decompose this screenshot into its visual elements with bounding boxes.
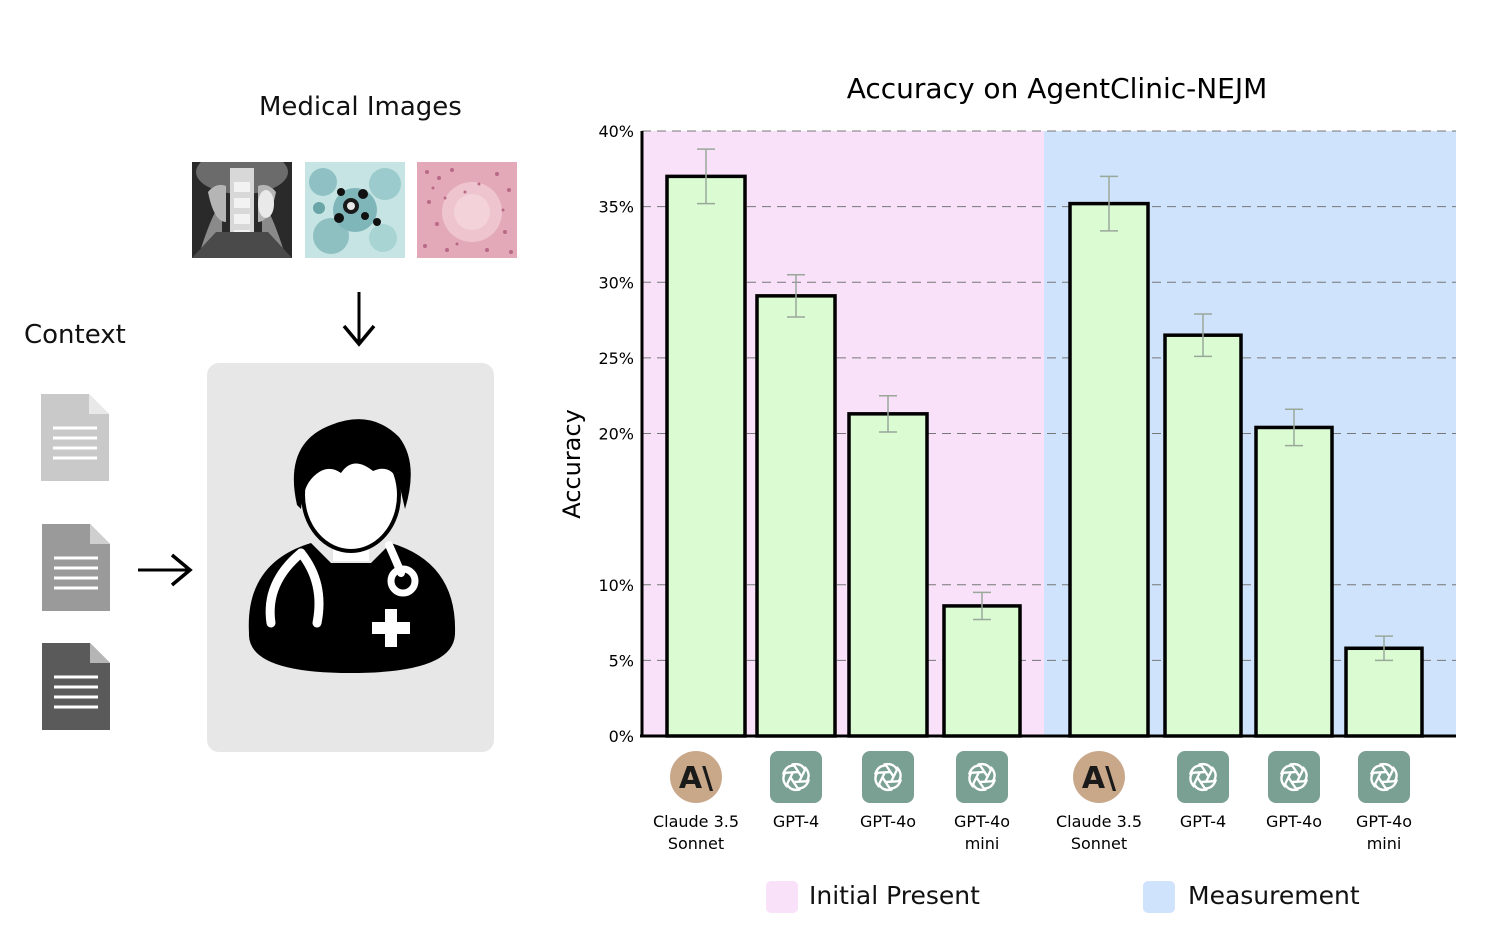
legend-swatch-measurement	[1143, 881, 1175, 913]
legend-label-measurement: Measurement	[1188, 881, 1360, 910]
down-arrow-icon	[342, 292, 376, 347]
microscopy-fungal-image	[305, 162, 405, 258]
openai-logo-icon	[1268, 751, 1320, 803]
document-icon	[42, 643, 110, 730]
anthropic-logo-icon: A\	[670, 751, 722, 803]
x-tick-label: Sonnet	[668, 834, 724, 853]
bar-0-0	[665, 174, 747, 738]
openai-logo-icon	[1177, 751, 1229, 803]
context-title: Context	[24, 320, 126, 350]
x-tick-label: GPT-4	[1180, 812, 1226, 831]
histology-tissue-image	[417, 162, 517, 258]
document-icon	[41, 394, 109, 481]
right-arrow-icon	[138, 553, 193, 587]
openai-logo-icon	[770, 751, 822, 803]
x-tick-label: GPT-4o	[860, 812, 916, 831]
legend-swatch-initial-present	[766, 881, 798, 913]
x-tick-label: GPT-4o	[1266, 812, 1322, 831]
anthropic-logo-icon: A\	[1073, 751, 1125, 803]
doctor-agent-panel	[207, 363, 494, 752]
medical-images-title: Medical Images	[259, 92, 462, 122]
y-tick-label: 30%	[598, 273, 634, 292]
x-tick-label: mini	[965, 834, 1000, 853]
y-tick-label: 20%	[598, 425, 634, 444]
svg-text:A\: A\	[679, 761, 713, 796]
x-tick-label: GPT-4o	[954, 812, 1010, 831]
document-icon	[42, 524, 110, 611]
openai-logo-icon	[862, 751, 914, 803]
legend-label-initial-present: Initial Present	[809, 881, 980, 910]
x-tick-label: Claude 3.5	[653, 812, 739, 831]
y-tick-label: 35%	[598, 198, 634, 217]
bar-1-2	[1254, 425, 1334, 738]
bar-1-1	[1163, 333, 1243, 738]
bar-1-3	[1344, 646, 1424, 738]
svg-text:A\: A\	[1082, 761, 1116, 796]
bar-0-3	[942, 604, 1022, 738]
x-tick-label: mini	[1367, 834, 1402, 853]
y-tick-label: 5%	[609, 651, 634, 670]
x-tick-label: Sonnet	[1071, 834, 1127, 853]
x-tick-label: Claude 3.5	[1056, 812, 1142, 831]
x-tick-label: GPT-4	[773, 812, 819, 831]
bar-0-2	[847, 412, 929, 738]
y-axis-label: Accuracy	[558, 409, 586, 519]
y-tick-label: 10%	[598, 576, 634, 595]
y-tick-label: 25%	[598, 349, 634, 368]
openai-logo-icon	[956, 751, 1008, 803]
chart-title: Accuracy on AgentClinic-NEJM	[847, 72, 1268, 105]
openai-logo-icon	[1358, 751, 1410, 803]
bar-0-1	[755, 294, 837, 738]
doctor-icon	[248, 419, 456, 673]
mri-scan-image	[192, 162, 292, 258]
bar-1-0	[1068, 201, 1150, 738]
y-tick-label: 40%	[598, 122, 634, 141]
x-tick-label: GPT-4o	[1356, 812, 1412, 831]
y-tick-label: 0%	[609, 727, 634, 746]
